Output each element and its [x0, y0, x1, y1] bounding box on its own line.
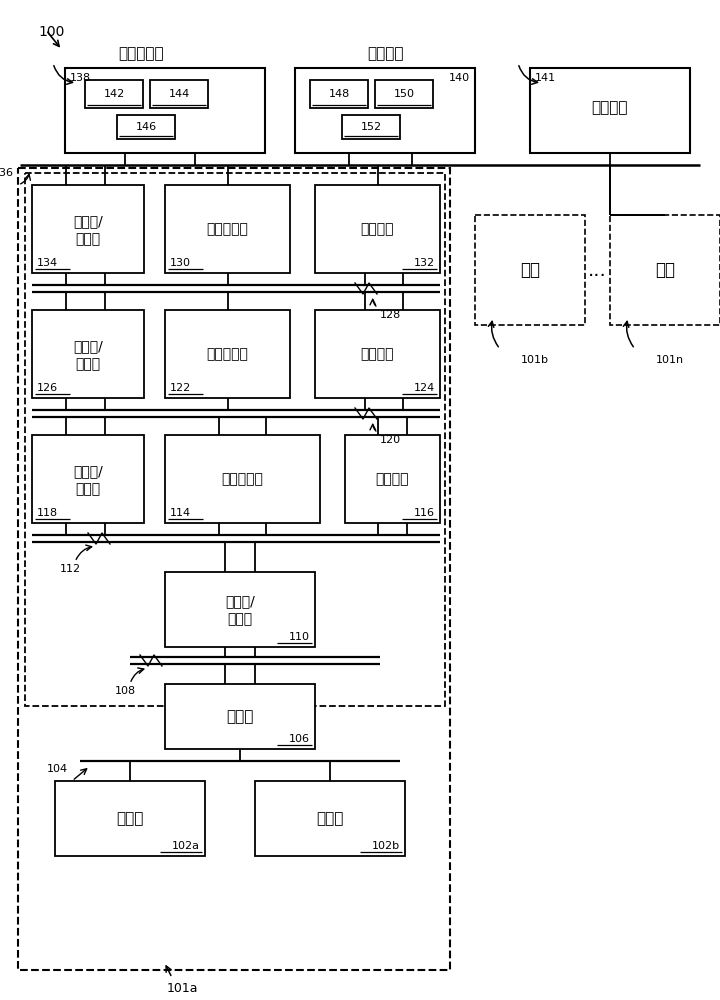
Text: 历史装置: 历史装置	[592, 100, 629, 115]
Text: 106: 106	[289, 734, 310, 744]
Text: 112: 112	[60, 564, 81, 574]
Bar	[530, 68, 690, 153]
Bar	[65, 68, 265, 153]
Text: 120: 120	[380, 435, 401, 445]
Text: 防火墙: 防火墙	[76, 232, 101, 246]
Text: 126: 126	[37, 383, 58, 393]
Text: 150: 150	[394, 89, 415, 99]
Text: 路由器/: 路由器/	[73, 464, 103, 478]
Bar	[310, 80, 368, 108]
Text: 操作员站: 操作员站	[361, 222, 395, 236]
Bar	[32, 310, 144, 398]
Bar	[32, 185, 144, 273]
Text: 102b: 102b	[372, 841, 400, 851]
Text: 104: 104	[47, 764, 68, 774]
Text: 118: 118	[37, 508, 58, 518]
Text: 单元控制器: 单元控制器	[207, 347, 248, 361]
Text: 138: 138	[70, 73, 91, 83]
Bar	[165, 310, 290, 398]
Text: 工厂: 工厂	[655, 261, 675, 279]
Text: 142: 142	[104, 89, 125, 99]
Bar	[18, 168, 450, 970]
Text: 128: 128	[380, 310, 401, 320]
Text: 144: 144	[168, 89, 189, 99]
Text: 116: 116	[414, 508, 435, 518]
Text: 140: 140	[449, 73, 470, 83]
Text: 100: 100	[38, 25, 64, 39]
Text: 122: 122	[170, 383, 192, 393]
Bar	[315, 185, 440, 273]
Text: 机器控制器: 机器控制器	[222, 472, 264, 486]
Text: 130: 130	[170, 258, 191, 268]
Text: 路由器/: 路由器/	[73, 339, 103, 353]
Bar	[25, 173, 445, 706]
Text: 101a: 101a	[166, 982, 198, 995]
Bar	[295, 68, 475, 153]
Text: 136: 136	[0, 168, 14, 178]
Bar	[55, 781, 205, 856]
Bar	[165, 435, 320, 523]
Text: 操作员站: 操作员站	[361, 347, 395, 361]
Text: 114: 114	[170, 508, 191, 518]
Text: 152: 152	[361, 122, 382, 132]
Text: 148: 148	[328, 89, 350, 99]
Bar	[610, 215, 720, 325]
Bar	[165, 572, 315, 647]
Text: 交换机/: 交换机/	[225, 594, 255, 608]
Text: 134: 134	[37, 258, 58, 268]
Text: 108: 108	[115, 686, 136, 696]
Bar	[345, 435, 440, 523]
Bar	[255, 781, 405, 856]
Bar	[342, 115, 400, 139]
Bar	[117, 115, 175, 139]
Bar	[85, 80, 143, 108]
Bar	[32, 435, 144, 523]
Bar	[165, 684, 315, 749]
Text: 防火墙: 防火墙	[76, 482, 101, 496]
Text: 工厂控制器: 工厂控制器	[207, 222, 248, 236]
Text: 132: 132	[414, 258, 435, 268]
Text: 防火墙: 防火墙	[228, 612, 253, 626]
Bar	[165, 185, 290, 273]
Text: 124: 124	[414, 383, 435, 393]
Text: 致动器: 致动器	[316, 811, 343, 826]
Text: 控制器: 控制器	[226, 709, 253, 724]
Text: 101n: 101n	[656, 355, 684, 365]
Text: 110: 110	[289, 632, 310, 642]
Text: ...: ...	[588, 260, 607, 279]
Bar	[315, 310, 440, 398]
Text: 141: 141	[535, 73, 556, 83]
Text: 操作员站: 操作员站	[376, 472, 409, 486]
Bar	[150, 80, 208, 108]
Text: 102a: 102a	[172, 841, 200, 851]
Text: 路由器/: 路由器/	[73, 214, 103, 228]
Text: 101b: 101b	[521, 355, 549, 365]
Text: 防火墙: 防火墙	[76, 357, 101, 371]
Bar	[475, 215, 585, 325]
Bar	[375, 80, 433, 108]
Text: 工厂: 工厂	[520, 261, 540, 279]
Text: 企业控制器: 企业控制器	[118, 46, 164, 61]
Text: 操作员站: 操作员站	[366, 46, 403, 61]
Text: 传感器: 传感器	[117, 811, 144, 826]
Text: 146: 146	[135, 122, 156, 132]
